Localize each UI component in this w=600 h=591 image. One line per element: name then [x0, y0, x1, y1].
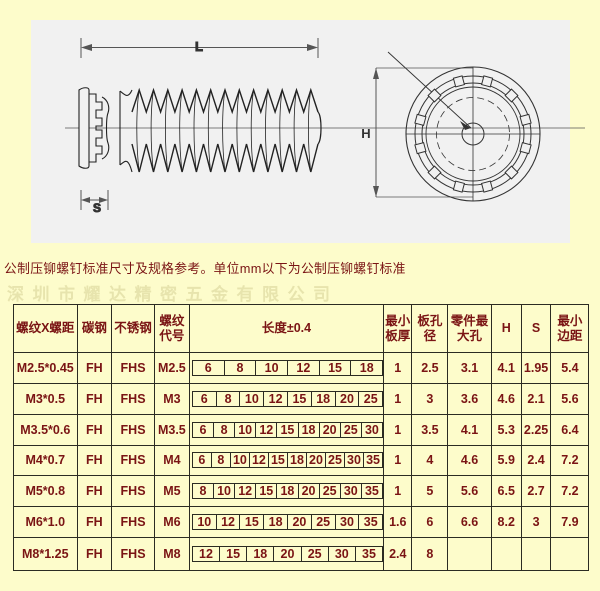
svg-text:H: H: [361, 126, 370, 141]
svg-text:L: L: [195, 39, 203, 54]
svg-text:S: S: [93, 201, 101, 215]
